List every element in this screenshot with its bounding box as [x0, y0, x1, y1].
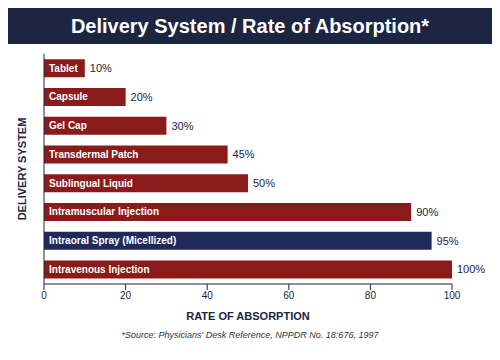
svg-text:60: 60 — [283, 290, 295, 301]
svg-text:50%: 50% — [253, 177, 275, 189]
svg-text:100: 100 — [444, 290, 461, 301]
svg-text:Tablet: Tablet — [49, 63, 78, 74]
svg-text:RATE OF ABSORPTION: RATE OF ABSORPTION — [186, 310, 310, 322]
svg-text:95%: 95% — [437, 235, 459, 247]
svg-text:Gel Cap: Gel Cap — [49, 120, 87, 131]
svg-text:10%: 10% — [90, 62, 112, 74]
svg-text:30%: 30% — [171, 120, 193, 132]
svg-text:20%: 20% — [131, 91, 153, 103]
html-text:Delivery System / Rate of Abso: Delivery System / Rate of Absorption* — [70, 14, 430, 37]
svg-text:40: 40 — [202, 290, 214, 301]
svg-text:90%: 90% — [416, 206, 438, 218]
svg-text:100%: 100% — [457, 263, 485, 275]
svg-text:Capsule: Capsule — [49, 91, 88, 102]
svg-text:20: 20 — [120, 290, 132, 301]
svg-text:Transdermal Patch: Transdermal Patch — [49, 149, 138, 160]
svg-text:80: 80 — [365, 290, 377, 301]
svg-text:Intramuscular Injection: Intramuscular Injection — [49, 206, 159, 217]
html-text:*Source: Physicians' Desk Refe: *Source: Physicians' Desk Reference, NPP… — [121, 330, 379, 340]
svg-text:DELIVERY SYSTEM: DELIVERY SYSTEM — [16, 118, 28, 221]
svg-text:0: 0 — [41, 290, 47, 301]
svg-text:Intraoral Spray (Micellized): Intraoral Spray (Micellized) — [49, 235, 176, 246]
svg-text:Intravenous Injection: Intravenous Injection — [49, 264, 150, 275]
svg-text:Sublingual Liquid: Sublingual Liquid — [49, 178, 133, 189]
svg-text:45%: 45% — [233, 148, 255, 160]
